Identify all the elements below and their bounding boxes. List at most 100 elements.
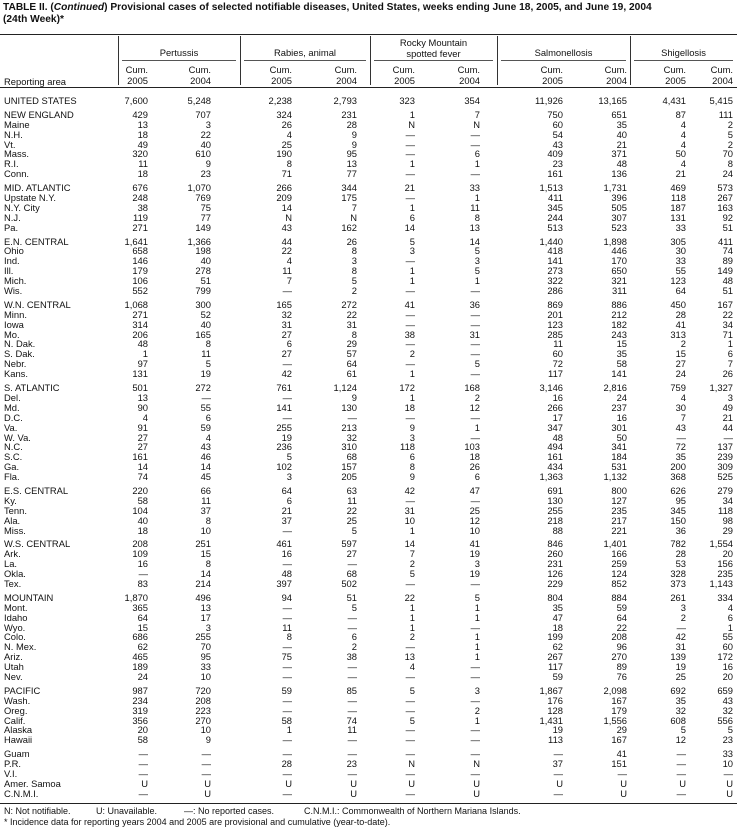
table-cell: 34	[722, 494, 733, 506]
cum-label: Cum.	[710, 64, 733, 75]
table-cell: 5,248	[187, 95, 211, 106]
table-cell: 106	[132, 275, 148, 287]
table-row: Tenn. 104 37 21 22 31 25 255 235 345 118	[0, 504, 737, 516]
reporting-area: Wis.	[4, 285, 23, 297]
table-cell: 465	[132, 651, 148, 663]
table-cell: 189	[132, 661, 148, 673]
table-cell: —	[282, 641, 292, 653]
table-cell: 13	[469, 221, 480, 233]
reporting-area: Conn.	[4, 168, 30, 180]
table-cell: —	[676, 621, 686, 633]
table-cell: 118	[718, 504, 733, 516]
table-cell: 157	[341, 461, 357, 473]
table-cell: 49	[722, 401, 733, 413]
title-text: ) Provisional cases of selected notifiab…	[104, 2, 652, 13]
table-row: Ariz. 465 95 75 38 13 1 267 270 139 172	[0, 652, 737, 662]
table-cell: 1	[409, 108, 415, 120]
table-cell: 220	[132, 484, 148, 496]
table-cell: 597	[341, 538, 357, 550]
table-cell: —	[470, 724, 480, 736]
reporting-area: E.S. CENTRAL	[4, 484, 69, 496]
table-cell: 172	[399, 382, 415, 394]
table-cell: 525	[717, 471, 733, 483]
table-cell: 88	[552, 524, 563, 536]
table-cell: 286	[547, 285, 563, 297]
table-cell: —	[405, 138, 415, 150]
table-row: E.S. CENTRAL 220 66 64 63 42 47 691 800 626 279	[0, 486, 737, 496]
reporting-area: Mo.	[4, 328, 20, 340]
table-cell: 6	[409, 451, 415, 463]
table-row: NEW ENGLAND 429 707 324 231 1 7 750 651 87 111	[0, 108, 737, 120]
table-cell: 494	[547, 441, 563, 453]
table-cell: 4	[286, 128, 292, 140]
table-cell: 55	[675, 265, 686, 277]
table-cell: 7	[474, 108, 480, 120]
group-name: Rocky Mountain	[399, 37, 468, 48]
table-row: Alaska 20 10 1 11— —19 29 5 5	[0, 725, 737, 735]
table-cell: 162	[341, 221, 357, 233]
table-cell: 27	[675, 358, 686, 370]
table-cell: 77	[346, 168, 357, 180]
year-label: 2005	[665, 74, 686, 86]
table-cell: 119	[133, 211, 148, 223]
table-row: Ohio 658 198 22 8 3 5 418 446 30 74	[0, 246, 737, 256]
table-cell: 199	[547, 631, 563, 643]
table-cell: 38	[137, 201, 148, 213]
table-cell: 28	[346, 118, 357, 130]
reporting-area: Colo.	[4, 631, 26, 643]
table-cell: 501	[132, 382, 148, 394]
table-cell: 75	[281, 651, 292, 663]
table-cell: 7	[286, 275, 292, 287]
table-cell: 104	[132, 504, 148, 516]
table-cell: 5	[474, 358, 480, 370]
table-cell: —	[470, 621, 480, 633]
column-header-2005: Cum. 2005	[252, 64, 292, 86]
table-cell: 1	[409, 611, 415, 623]
table-cell: 8	[474, 211, 480, 223]
table-cell: 4	[286, 255, 292, 267]
table-cell: 7	[680, 411, 686, 423]
group-name: Salmonellosis	[534, 47, 593, 58]
table-row: UNITED STATES 7,600 5,248 2,238 2,793 323 354 1…	[0, 96, 737, 106]
cum-label: Cum.	[663, 64, 686, 75]
table-cell: 32	[675, 704, 686, 716]
reporting-area: Idaho	[4, 611, 28, 623]
table-row: La. 16 8 — — 2 3 231 259 53 156	[0, 559, 737, 569]
table-cell: 267	[717, 192, 733, 204]
table-cell: 461	[276, 538, 292, 550]
table-cell: 167	[717, 298, 733, 310]
table-cell: 113	[548, 734, 563, 746]
table-cell: 68	[346, 451, 357, 463]
table-cell: 22	[200, 128, 211, 140]
table-cell: 9	[409, 421, 415, 433]
table-cell: 25	[675, 670, 686, 682]
table-cell: 769	[195, 192, 211, 204]
table-cell: —	[282, 601, 292, 613]
legend-n: N: Not notifiable.	[4, 806, 71, 816]
table-cell: 409	[547, 148, 563, 160]
table-cell: 19	[200, 368, 211, 380]
table-row: Nebr. 97 5 — 64 — 5 72 58 27 7	[0, 359, 737, 369]
table-cell: —	[405, 494, 415, 506]
table-cell: —	[282, 787, 292, 799]
table-cell: 24	[616, 391, 627, 403]
table-cell: 59	[552, 670, 563, 682]
table-cell: 103	[464, 441, 480, 453]
table-cell: U	[408, 777, 415, 789]
table-cell: 208	[195, 694, 211, 706]
reporting-area: Ill.	[4, 265, 14, 277]
group-header: Rocky Mountain spotted fever	[370, 37, 497, 59]
table-cell: 146	[132, 255, 148, 267]
table-cell: —	[201, 758, 211, 770]
table-cell: —	[676, 748, 686, 760]
table-cell: 800	[611, 484, 627, 496]
reporting-area: S. Dak.	[4, 348, 35, 360]
table-cell: 323	[399, 95, 415, 106]
table-cell: 27	[137, 431, 148, 443]
legend-dash: —: No reported cases.	[184, 806, 275, 816]
table-cell: 22	[404, 591, 415, 603]
table-cell: 47	[552, 611, 563, 623]
table-cell: 166	[611, 548, 627, 560]
table-cell: 271	[132, 221, 148, 233]
column-header-2005: Cum. 2005	[108, 64, 148, 86]
